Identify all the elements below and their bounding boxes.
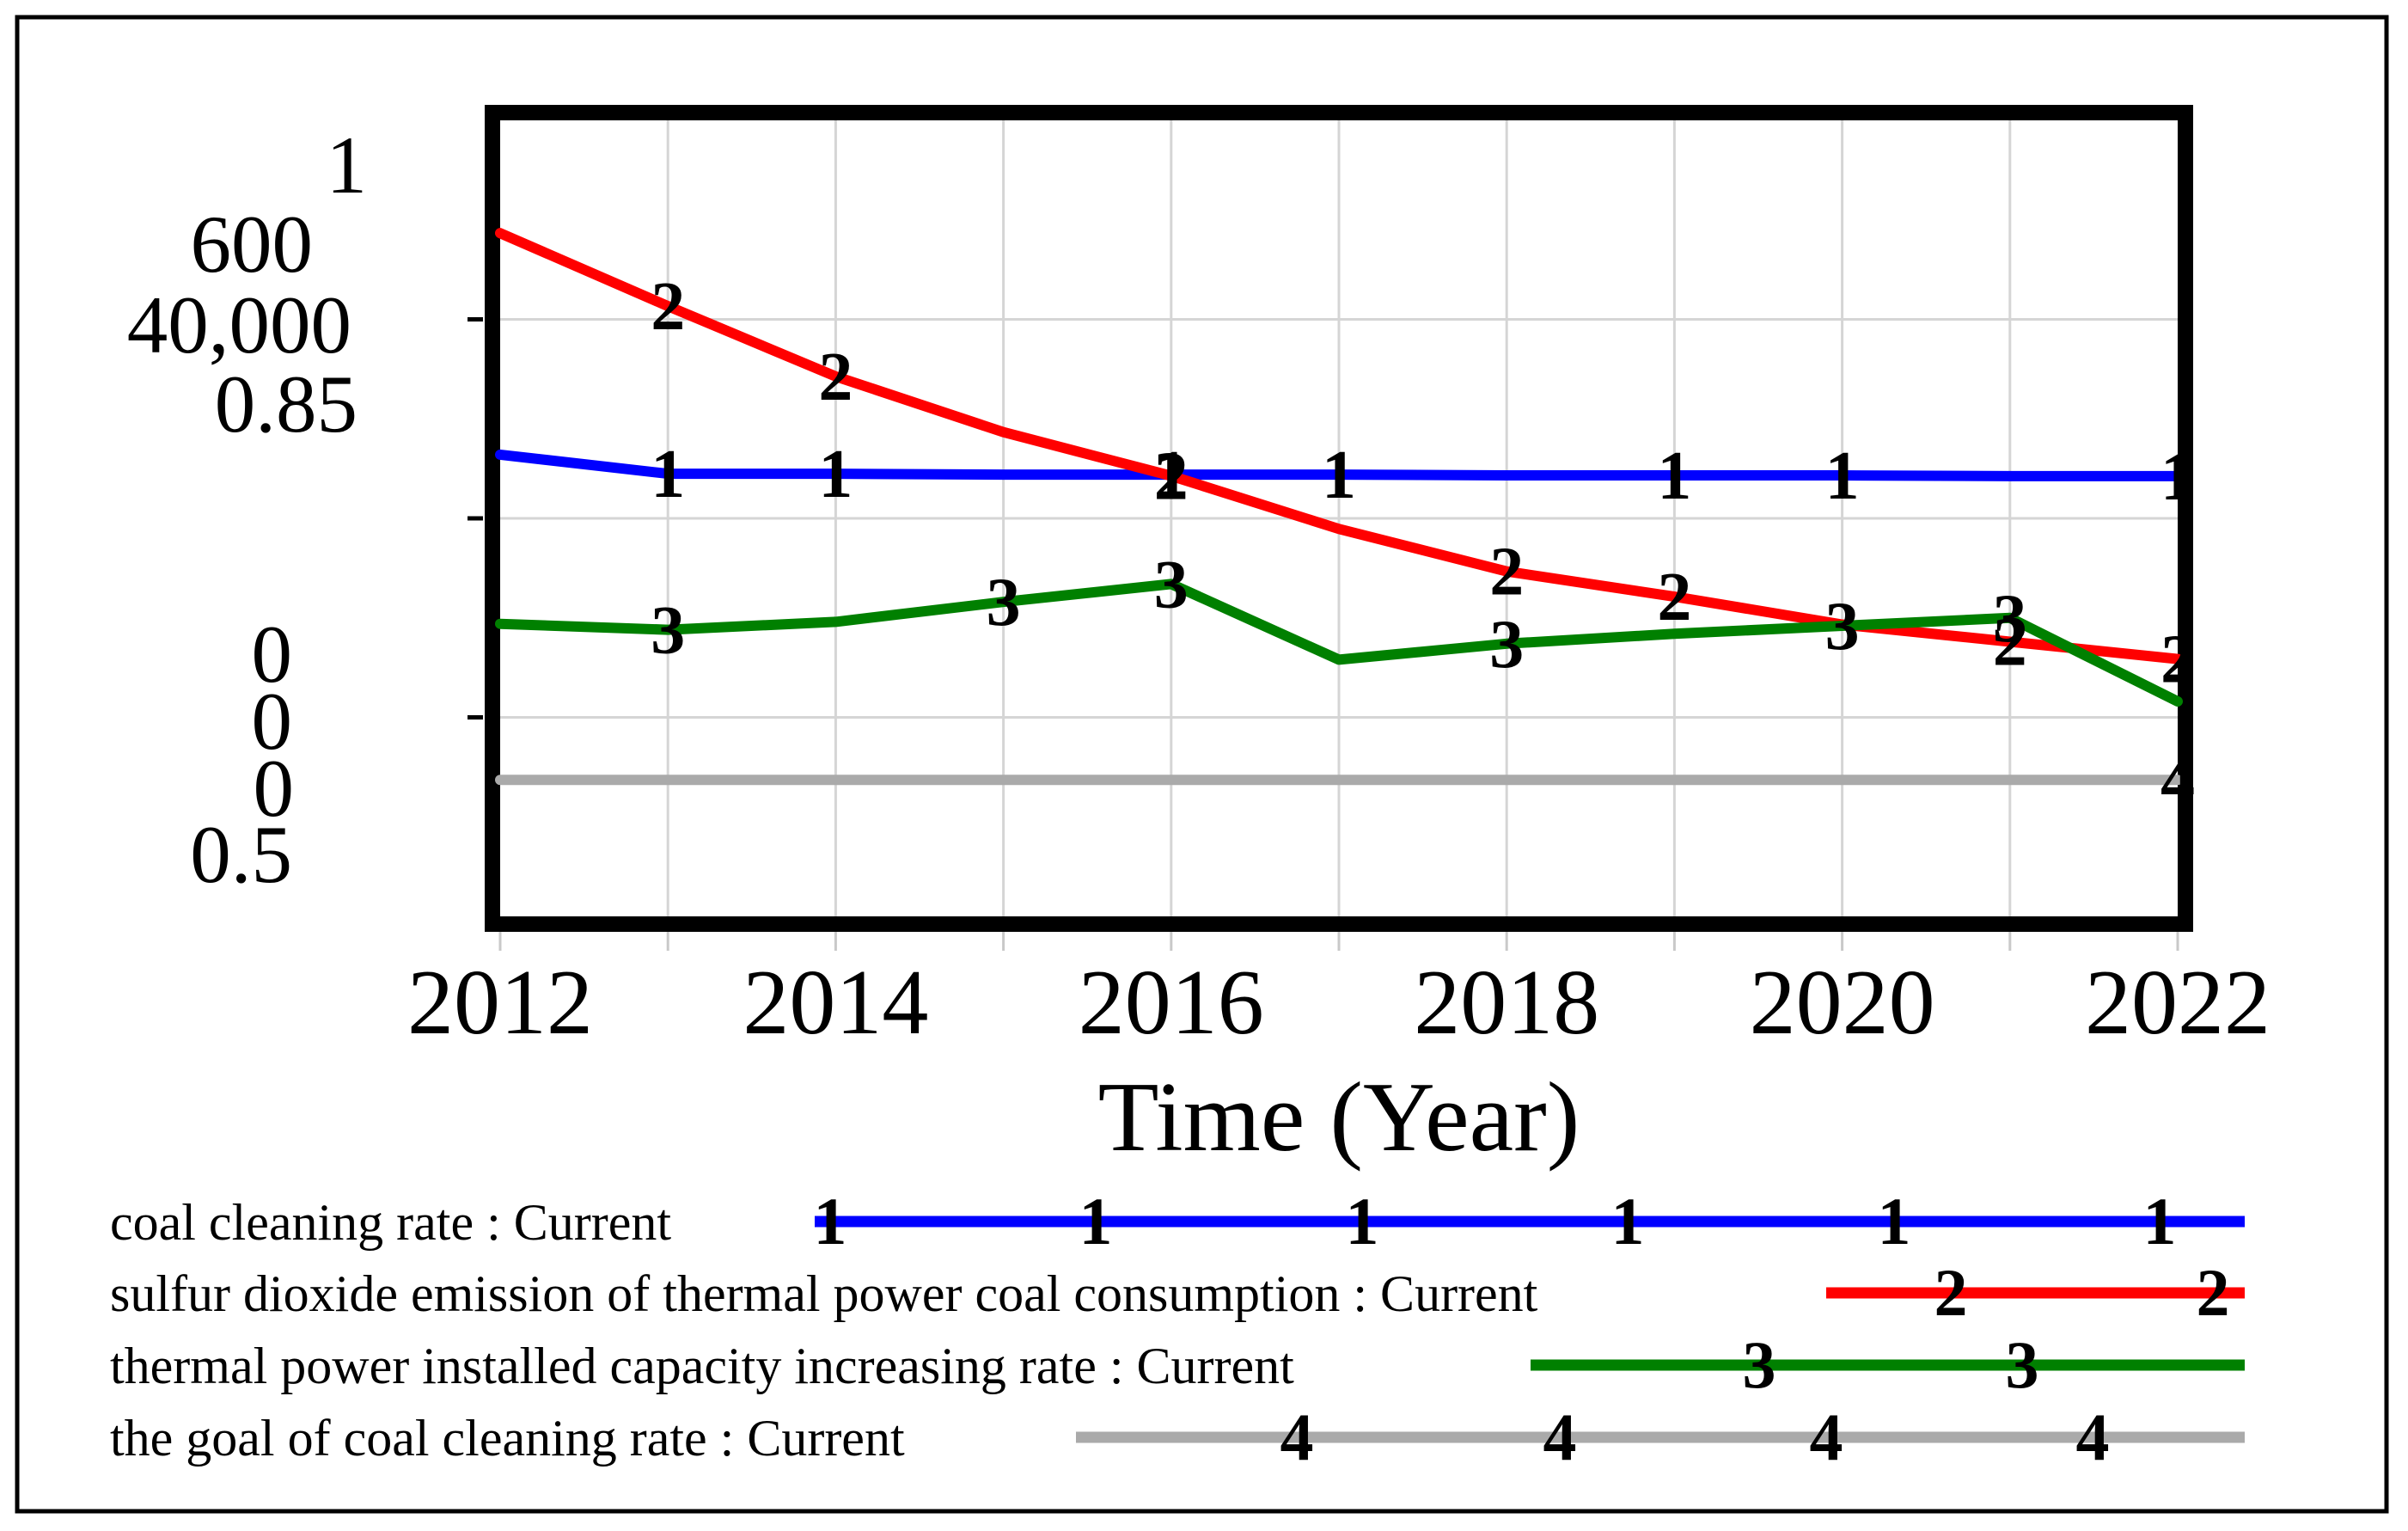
line-marker-digit: 1 [2160, 439, 2195, 515]
x-tick-label: 2014 [743, 952, 928, 1054]
legend-marker-digit: 1 [1346, 1184, 1379, 1258]
series-markers-the-goal-of-coal-cleaning-rate: 4 [2160, 743, 2195, 818]
outer-border [15, 15, 2389, 1514]
line-marker-digit: 3 [651, 593, 685, 669]
legend-marker-digit: 2 [1934, 1255, 1968, 1330]
line-marker-digit: 3 [1489, 607, 1524, 683]
y-axis-min-label: 0 [252, 609, 293, 700]
y-axis-max-label: 0.85 [215, 358, 358, 450]
line-marker-digit: 3 [987, 565, 1021, 640]
line-marker-digit: 3 [1993, 581, 2027, 657]
legend-marker-digit: 4 [1543, 1399, 1577, 1474]
legend-marker-digit: 2 [2197, 1255, 2230, 1330]
line-marker-digit: 2 [1657, 560, 1691, 635]
line-marker-digit: 3 [1154, 547, 1189, 622]
y-axis-max-label: 600 [191, 199, 314, 290]
series-markers-thermal-power-installed-capacity-increasing-rate: 3 3 3 3 3 3 [651, 547, 2027, 682]
legend-marker-digit: 3 [1743, 1327, 1776, 1402]
series-markers-coal-cleaning-rate: 1 1 1 1 1 1 1 [651, 437, 2195, 515]
legend-row-thermal-power-installed-capacity-increasing-rate: thermal power installed capacity increas… [110, 1327, 2245, 1402]
series-line-coal-cleaning-rate [495, 449, 2183, 481]
line-marker-digit: 1 [651, 437, 685, 512]
legend-label: sulfur dioxide emission of thermal power… [110, 1265, 1538, 1322]
plot-frame [485, 105, 2193, 932]
legend-row-the-goal-of-coal-cleaning-rate: the goal of coal cleaning rate : Current… [110, 1399, 2245, 1474]
legend-row-sulfur-dioxide-emission-of-thermal-power-coal-consumption: sulfur dioxide emission of thermal power… [110, 1255, 2245, 1330]
legend-marker-digit: 1 [2143, 1184, 2177, 1258]
y-axis-max-label: 40,000 [127, 279, 351, 371]
legend-marker-digit: 4 [1810, 1399, 1843, 1474]
legend-marker-digit: 1 [814, 1184, 847, 1258]
legend-row-coal-cleaning-rate: coal cleaning rate : Current 1 1 1 1 1 1 [110, 1184, 2245, 1258]
y-axis-min-label: 0 [252, 676, 293, 767]
line-marker-digit: 2 [1154, 439, 1189, 515]
legend-label: the goal of coal cleaning rate : Current [110, 1410, 905, 1467]
line-marker-digit: 4 [2160, 743, 2195, 818]
line-marker-digit: 1 [1154, 438, 1189, 513]
series-line-sulfur-dioxide-emission-of-thermal-power-coal-consumption [495, 228, 2183, 664]
grid-lines [468, 120, 2179, 951]
x-axis-title: Time (Year) [1098, 1063, 1580, 1173]
legend-label: coal cleaning rate : Current [110, 1194, 671, 1251]
line-marker-digit: 2 [651, 269, 685, 345]
line-marker-digit: 2 [1993, 605, 2027, 681]
x-tick-label: 2020 [1750, 952, 1935, 1054]
line-marker-digit: 1 [1322, 438, 1356, 513]
x-tick-label: 2018 [1414, 952, 1599, 1054]
x-tick-label: 2022 [2085, 952, 2270, 1054]
x-tick-label: 2016 [1079, 952, 1264, 1054]
series-line-thermal-power-installed-capacity-increasing-rate [495, 579, 2183, 707]
line-marker-digit: 3 [1825, 589, 1860, 664]
x-tick-label: 2012 [407, 952, 593, 1054]
line-marker-digit: 2 [2160, 622, 2195, 698]
y-axis-min-label: 0.5 [190, 809, 292, 900]
legend-marker-digit: 1 [1079, 1184, 1113, 1258]
line-marker-digit: 2 [818, 340, 853, 415]
legend-marker-digit: 4 [1280, 1399, 1314, 1474]
legend-marker-digit: 3 [2006, 1327, 2039, 1402]
legend-marker-digit: 1 [1878, 1184, 1911, 1258]
line-marker-digit: 1 [1825, 438, 1860, 514]
legend-marker-digit: 4 [2076, 1399, 2110, 1474]
y-axis-min-label: 0 [254, 743, 295, 834]
series-markers-sulfur-dioxide-emission-of-thermal-power-coal-consumption: 2 2 2 2 2 2 2 [651, 269, 2195, 698]
legend-label: thermal power installed capacity increas… [110, 1338, 1294, 1394]
line-marker-digit: 1 [818, 437, 853, 512]
y-axis-max-label: 1 [327, 119, 368, 211]
line-marker-digit: 1 [1657, 438, 1691, 514]
legend-marker-digit: 1 [1611, 1184, 1645, 1258]
line-marker-digit: 2 [1489, 535, 1524, 610]
